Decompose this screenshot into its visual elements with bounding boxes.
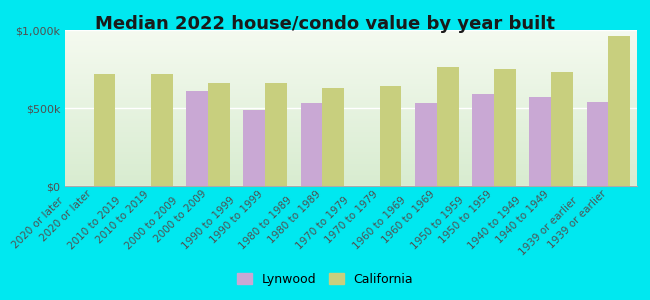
Text: 1960 to 1969: 1960 to 1969 (352, 195, 408, 251)
Text: 1980 to 1989: 1980 to 1989 (237, 195, 294, 251)
Bar (473, 94, 494, 186)
Text: 1950 to 1959: 1950 to 1959 (409, 195, 465, 251)
Bar (208, 83, 229, 186)
Text: 2010 to 2019: 2010 to 2019 (66, 195, 122, 251)
Bar (244, 110, 265, 186)
Bar (301, 103, 322, 186)
Text: 1970 to 1979: 1970 to 1979 (294, 195, 351, 251)
Bar (587, 102, 608, 186)
Bar (380, 86, 401, 186)
Bar (415, 103, 437, 186)
Text: 1940 to 1949: 1940 to 1949 (466, 195, 523, 251)
Text: Median 2022 house/condo value by year built: Median 2022 house/condo value by year bu… (95, 15, 555, 33)
Bar (94, 74, 115, 186)
Text: 2020 or later: 2020 or later (10, 195, 65, 250)
Bar (437, 68, 458, 186)
Bar (322, 88, 344, 186)
Bar (494, 69, 515, 186)
Bar (608, 36, 630, 186)
Text: 1939 or earlier: 1939 or earlier (518, 195, 580, 257)
Bar (151, 74, 172, 186)
Text: 1990 to 1999: 1990 to 1999 (180, 195, 237, 251)
Bar (187, 91, 208, 186)
Bar (265, 83, 287, 186)
Legend: Lynwood, California: Lynwood, California (231, 268, 419, 291)
Bar (551, 72, 573, 186)
Bar (530, 97, 551, 186)
Text: 2000 to 2009: 2000 to 2009 (124, 195, 179, 251)
